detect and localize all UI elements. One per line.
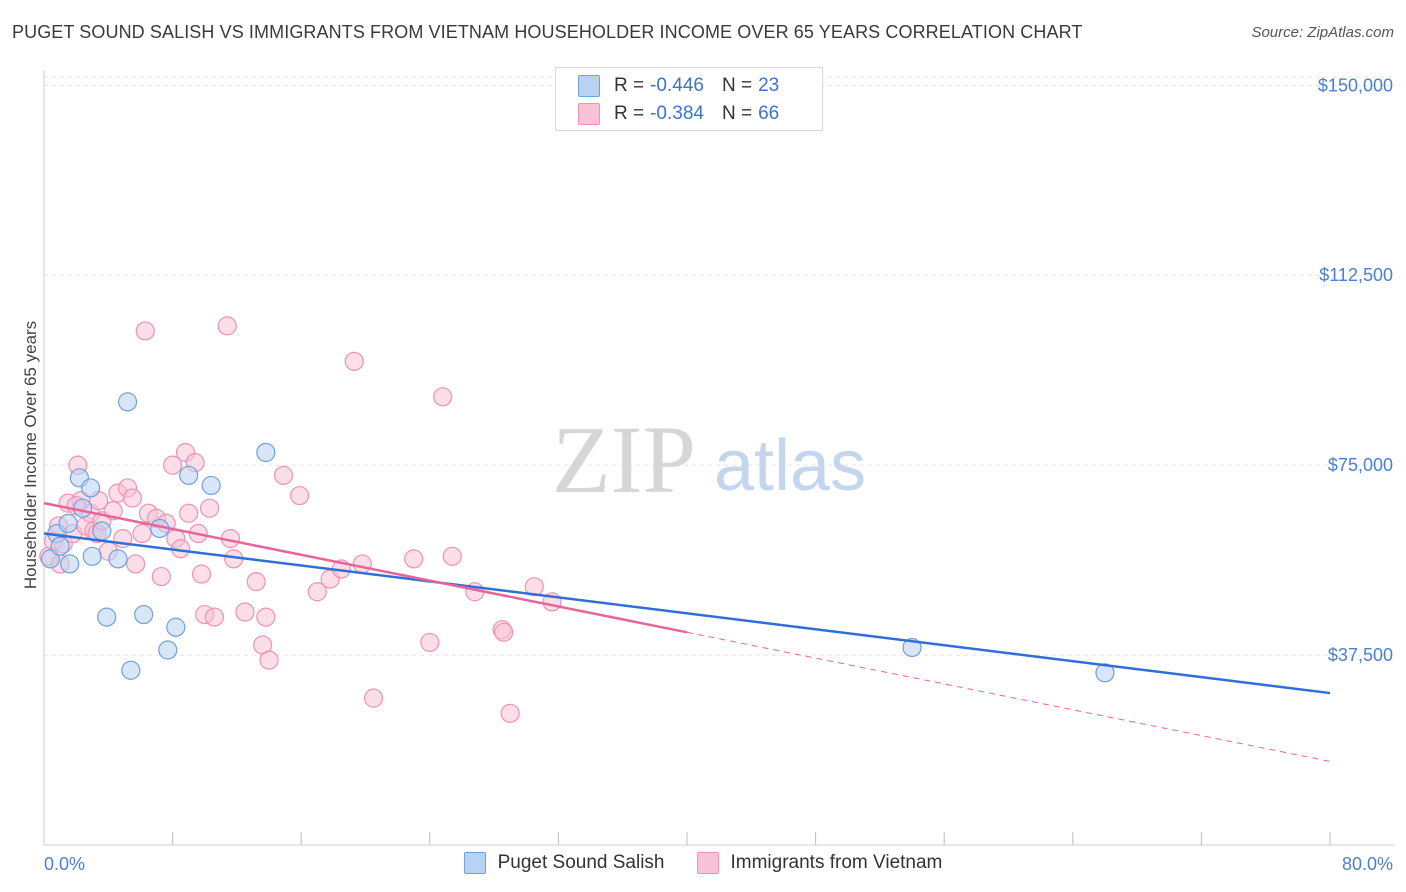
axes	[43, 70, 1394, 846]
correlation-legend: R = -0.446 N = 23 R = -0.384 N = 66	[555, 67, 823, 131]
point-immigrants-vietnam	[524, 577, 544, 597]
y-axis-label: Householder Income Over 65 years	[21, 321, 40, 589]
point-puget-sound-salish	[108, 549, 128, 569]
point-puget-sound-salish	[179, 465, 199, 485]
series-legend-item-puget-sound-salish[interactable]: Puget Sound Salish	[463, 852, 665, 874]
point-puget-sound-salish	[92, 521, 112, 541]
legend-r-label: R =	[614, 75, 645, 96]
point-immigrants-vietnam	[273, 465, 294, 485]
point-immigrants-vietnam	[289, 485, 310, 506]
point-puget-sound-salish	[58, 513, 78, 534]
point-puget-sound-salish	[158, 640, 178, 660]
series-swatch-blue	[463, 852, 486, 874]
series-legend-label: Immigrants from Vietnam	[730, 852, 943, 873]
point-puget-sound-salish	[81, 478, 101, 498]
series-legend-label: Puget Sound Salish	[497, 852, 665, 873]
legend-row-puget-sound-salish: R = -0.446 N = 23	[578, 73, 779, 99]
y-tick-label: $112,500	[1319, 265, 1393, 285]
point-immigrants-vietnam	[132, 523, 152, 544]
legend-swatch-pink	[578, 103, 600, 125]
series-swatch-pink	[696, 852, 719, 874]
y-tick-label: $37,500	[1328, 645, 1393, 665]
x-tick-labels: 0.0% 80.0%	[44, 854, 1393, 874]
point-puget-sound-salish	[82, 546, 102, 566]
watermark: ZIP atlas	[552, 406, 866, 513]
point-puget-sound-salish	[134, 604, 154, 625]
legend-n-label: N =	[721, 103, 753, 124]
trend-line-puget-sound-salish	[43, 532, 1331, 695]
point-immigrants-vietnam	[163, 455, 183, 475]
point-immigrants-vietnam	[344, 351, 364, 371]
point-puget-sound-salish	[121, 660, 141, 680]
watermark-atlas: atlas	[714, 426, 866, 506]
point-immigrants-vietnam	[126, 554, 146, 574]
point-puget-sound-salish	[60, 554, 80, 574]
point-puget-sound-salish	[117, 392, 138, 412]
point-immigrants-vietnam	[256, 607, 276, 627]
point-puget-sound-salish	[1095, 663, 1115, 683]
legend-n-value: 23	[758, 75, 780, 96]
trend-lines	[43, 501, 1331, 762]
legend-n-value: 66	[758, 103, 780, 124]
point-puget-sound-salish	[201, 475, 221, 496]
point-immigrants-vietnam	[135, 321, 155, 341]
point-immigrants-vietnam	[235, 602, 255, 622]
point-immigrants-vietnam	[199, 498, 220, 518]
legend-row-immigrants-vietnam: R = -0.384 N = 66	[578, 101, 779, 127]
y-tick-labels: $37,500 $75,000 $112,500 $150,000	[1318, 75, 1393, 665]
point-immigrants-vietnam	[122, 488, 143, 508]
watermark-zip: ZIP	[552, 406, 696, 513]
point-immigrants-vietnam	[420, 632, 440, 653]
y-tick-label: $150,000	[1318, 75, 1393, 95]
trend-line-immigrants-vietnam-dashed	[686, 631, 1331, 762]
legend-r-value: -0.384	[650, 103, 704, 124]
point-immigrants-vietnam	[352, 554, 372, 574]
point-immigrants-vietnam	[259, 650, 279, 670]
x-tick-label: 80.0%	[1342, 854, 1393, 874]
data-points	[39, 316, 1115, 723]
point-immigrants-vietnam	[204, 607, 224, 627]
source-label: Source: ZipAtlas.com	[1251, 24, 1394, 41]
point-immigrants-vietnam	[217, 316, 237, 336]
point-immigrants-vietnam	[151, 566, 171, 587]
trend-line-immigrants-vietnam	[43, 501, 688, 634]
legend-swatch-blue	[578, 75, 600, 97]
x-tick-label: 0.0%	[44, 854, 85, 874]
point-puget-sound-salish	[40, 549, 61, 569]
series-legend: Puget Sound Salish Immigrants from Vietn…	[0, 852, 1406, 874]
point-immigrants-vietnam	[179, 503, 199, 523]
series-legend-item-immigrants-vietnam[interactable]: Immigrants from Vietnam	[696, 852, 943, 874]
point-immigrants-vietnam	[494, 622, 514, 642]
point-immigrants-vietnam	[191, 564, 212, 584]
point-immigrants-vietnam	[363, 688, 384, 708]
point-puget-sound-salish	[166, 617, 186, 637]
point-puget-sound-salish	[72, 498, 93, 518]
chart-title: PUGET SOUND SALISH VS IMMIGRANTS FROM VI…	[12, 22, 1083, 42]
point-puget-sound-salish	[50, 536, 70, 556]
point-immigrants-vietnam	[246, 572, 266, 592]
point-immigrants-vietnam	[307, 582, 327, 602]
legend-n-label: N =	[721, 75, 753, 96]
legend-r-value: -0.446	[650, 75, 704, 96]
point-immigrants-vietnam	[500, 703, 520, 723]
point-immigrants-vietnam	[404, 549, 424, 569]
point-puget-sound-salish	[256, 442, 276, 463]
point-puget-sound-salish	[97, 607, 117, 627]
point-immigrants-vietnam	[442, 546, 462, 566]
y-tick-label: $75,000	[1328, 455, 1393, 475]
point-immigrants-vietnam	[433, 387, 453, 407]
legend-r-label: R =	[614, 103, 645, 124]
